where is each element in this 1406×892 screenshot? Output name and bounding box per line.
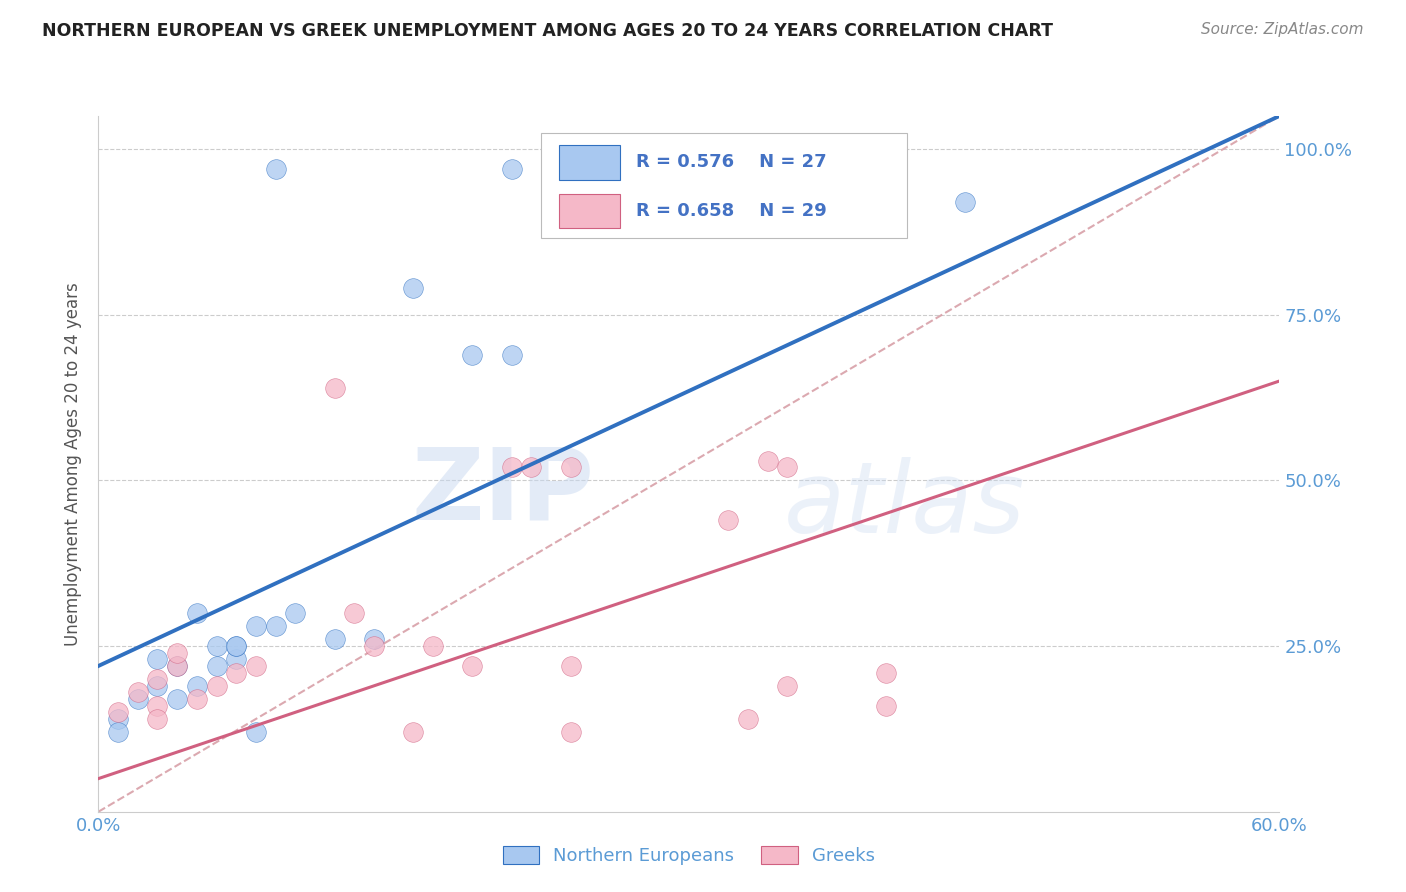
- Point: [205, 659, 228, 673]
- Point: [520, 460, 543, 475]
- Point: [186, 606, 208, 620]
- Point: [146, 698, 169, 713]
- Point: [166, 646, 188, 660]
- Point: [186, 679, 208, 693]
- Point: [107, 712, 129, 726]
- Point: [717, 513, 740, 527]
- Point: [127, 685, 149, 699]
- Point: [501, 161, 523, 176]
- Point: [146, 712, 169, 726]
- Point: [953, 195, 976, 210]
- Text: R = 0.576    N = 27: R = 0.576 N = 27: [636, 153, 827, 171]
- Point: [776, 679, 799, 693]
- Point: [225, 652, 247, 666]
- Legend: Northern Europeans, Greeks: Northern Europeans, Greeks: [496, 838, 882, 872]
- Point: [501, 347, 523, 361]
- FancyBboxPatch shape: [560, 194, 620, 228]
- Point: [166, 692, 188, 706]
- Point: [107, 725, 129, 739]
- Point: [127, 692, 149, 706]
- FancyBboxPatch shape: [560, 145, 620, 179]
- Point: [875, 665, 897, 680]
- Point: [756, 453, 779, 467]
- Point: [146, 652, 169, 666]
- Point: [560, 725, 582, 739]
- Point: [107, 706, 129, 720]
- Point: [501, 460, 523, 475]
- Point: [835, 161, 858, 176]
- Point: [205, 679, 228, 693]
- Point: [146, 672, 169, 686]
- Point: [461, 659, 484, 673]
- Point: [225, 665, 247, 680]
- Text: R = 0.658    N = 29: R = 0.658 N = 29: [636, 202, 827, 219]
- Point: [323, 381, 346, 395]
- Text: Source: ZipAtlas.com: Source: ZipAtlas.com: [1201, 22, 1364, 37]
- Point: [461, 347, 484, 361]
- Point: [264, 619, 287, 633]
- Point: [166, 659, 188, 673]
- Point: [875, 698, 897, 713]
- Point: [245, 725, 267, 739]
- Text: ZIP: ZIP: [412, 443, 595, 541]
- Point: [363, 632, 385, 647]
- Text: NORTHERN EUROPEAN VS GREEK UNEMPLOYMENT AMONG AGES 20 TO 24 YEARS CORRELATION CH: NORTHERN EUROPEAN VS GREEK UNEMPLOYMENT …: [42, 22, 1053, 40]
- Point: [402, 725, 425, 739]
- Y-axis label: Unemployment Among Ages 20 to 24 years: Unemployment Among Ages 20 to 24 years: [65, 282, 83, 646]
- Point: [146, 679, 169, 693]
- Point: [560, 460, 582, 475]
- Point: [363, 639, 385, 653]
- Point: [245, 619, 267, 633]
- Point: [245, 659, 267, 673]
- Point: [776, 460, 799, 475]
- Point: [422, 639, 444, 653]
- Point: [166, 659, 188, 673]
- Point: [205, 639, 228, 653]
- Text: atlas: atlas: [783, 457, 1025, 554]
- Point: [323, 632, 346, 647]
- Point: [737, 712, 759, 726]
- FancyBboxPatch shape: [541, 134, 907, 238]
- Point: [264, 161, 287, 176]
- Point: [284, 606, 307, 620]
- Point: [225, 639, 247, 653]
- Point: [402, 281, 425, 295]
- Point: [186, 692, 208, 706]
- Point: [343, 606, 366, 620]
- Point: [560, 659, 582, 673]
- Point: [225, 639, 247, 653]
